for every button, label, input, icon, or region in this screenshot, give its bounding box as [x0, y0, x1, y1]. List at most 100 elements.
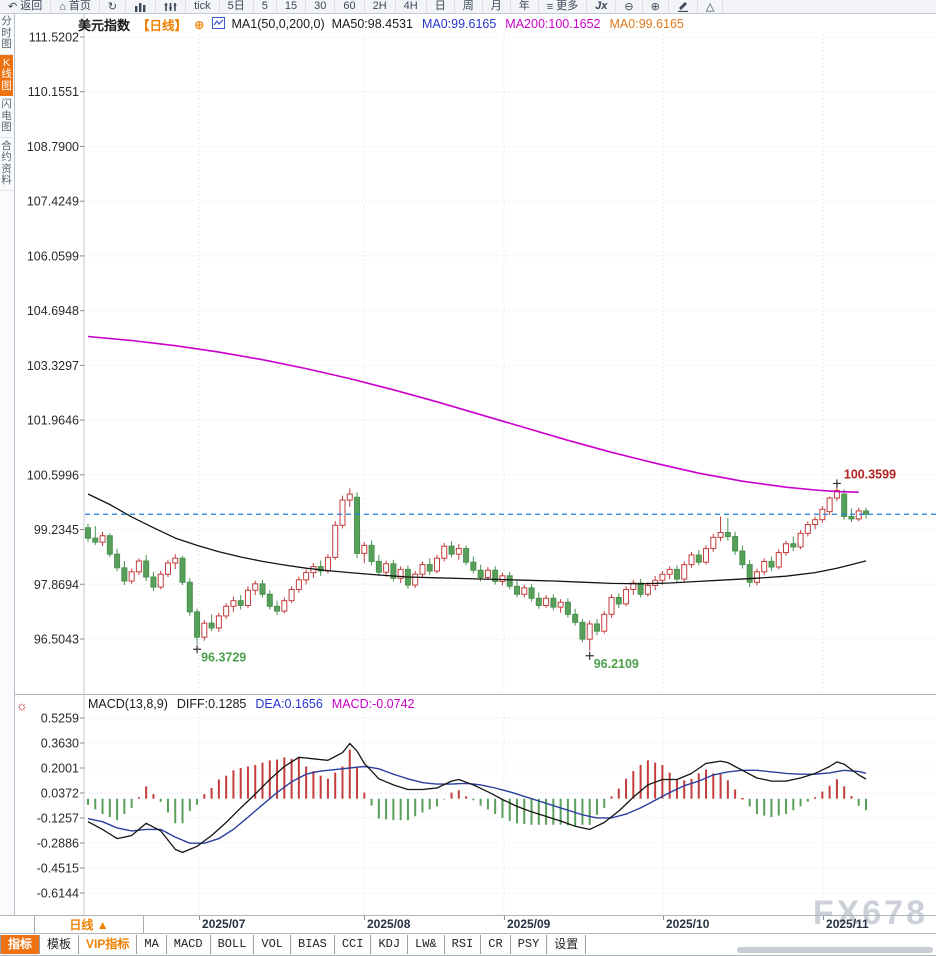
ma-value-2: MA200:100.1652 [505, 17, 601, 31]
tick-label: tick [194, 0, 211, 12]
triangle-icon: △ [705, 1, 715, 13]
period-selector[interactable]: 日线 ▲ [34, 916, 144, 934]
ma-value-3: MA0:99.6165 [609, 17, 684, 31]
candle [194, 611, 201, 638]
macd-chart[interactable]: 0.5259 0.3630 0.2001 0.0372 -0.1257 -0.2886 -0… [0, 695, 936, 915]
price-axis-label: 96.5043 [34, 633, 79, 647]
candle [266, 593, 273, 607]
price-axis-label: 110.1551 [28, 85, 79, 99]
tick-button[interactable]: tick [186, 0, 220, 13]
price-annotation: 96.2109 [594, 657, 639, 671]
m30-button[interactable]: 30 [306, 0, 336, 13]
ma-value-0: MA50:98.4531 [331, 17, 413, 31]
h4-button[interactable]: 4H [396, 0, 427, 13]
candle [157, 573, 164, 588]
5d-button[interactable]: 5日 [220, 0, 254, 13]
tab-macd[interactable]: MACD [166, 935, 211, 954]
x-axis-label: 2025/09 [506, 917, 551, 931]
home-button[interactable]: ⌂ 首页 [51, 0, 100, 13]
chart-info-bar: 美元指数 【日线】 ⊕ MA1(50,0,200,0) MA50:98.4531… [78, 16, 693, 33]
candle [230, 600, 237, 607]
sidebar-item-time-chart[interactable]: 分 时 图 [0, 13, 13, 55]
day-label: 日 [434, 0, 446, 12]
tab-vol[interactable]: VOL [254, 935, 292, 954]
x-tick-mark [503, 916, 505, 920]
m60-button[interactable]: 60 [335, 0, 365, 13]
candle [761, 560, 768, 573]
h4-label: 4H [403, 0, 418, 12]
tab-lw[interactable]: LW& [408, 935, 445, 954]
scrollbar-thumb[interactable] [737, 947, 933, 953]
back-button[interactable]: ↶ 返回 [0, 0, 52, 13]
top-toolbar: ↶ 返回 ⌂ 首页 ↻ tick 5日 5 15 30 60 2H 4H 日周月年 ≡ 更多 Jx ⊖ ⊕ △ [0, 0, 936, 14]
more-label: 更多 [556, 0, 579, 12]
candle [724, 532, 731, 538]
sidebar-item-kline-chart[interactable]: K 线 图 [0, 54, 13, 96]
macd-value-0: DIFF:0.1285 [176, 697, 247, 711]
price-axis-label: 100.5996 [27, 468, 79, 482]
week-button[interactable]: 周 [455, 0, 483, 13]
candle [550, 597, 557, 608]
x-axis-label: 2025/10 [665, 917, 710, 931]
tab-settings[interactable]: 设置 [547, 935, 587, 954]
candle [201, 622, 208, 638]
candle [324, 556, 331, 572]
year-button[interactable]: 年 [511, 0, 539, 13]
more-button[interactable]: ≡ 更多 [539, 0, 588, 13]
tab-kdj[interactable]: KDJ [371, 935, 409, 954]
h2-button[interactable]: 2H [365, 0, 396, 13]
candle [710, 536, 717, 550]
bar-chart-button[interactable] [126, 0, 157, 13]
tab-psy[interactable]: PSY [510, 935, 548, 954]
price-axis-label: 106.0599 [27, 249, 79, 263]
tab-cci[interactable]: CCI [334, 935, 372, 954]
candle [390, 563, 397, 579]
tab-cr[interactable]: CR [481, 935, 511, 954]
day-button[interactable]: 日 [427, 0, 455, 13]
candle [172, 557, 179, 564]
candle [383, 563, 390, 573]
price-chart[interactable]: 111.5202 110.1551 108.7900 107.4249 106.0599… [0, 13, 936, 695]
period-tag[interactable]: 【日线】 [137, 18, 188, 33]
candle [288, 588, 295, 602]
tab-boll[interactable]: BOLL [210, 935, 255, 954]
candle [833, 489, 840, 499]
m15-button[interactable]: 15 [277, 0, 307, 13]
m30-label: 30 [314, 0, 327, 12]
sidebar-item-lightning-chart[interactable]: 闪 电 图 [0, 96, 13, 138]
add-indicator-icon[interactable]: ⊕ [194, 17, 205, 32]
candle [499, 575, 506, 582]
m5-label: 5 [261, 0, 268, 12]
macd-info-bar: MACD(13,8,9) DIFF:0.1285 DEA:0.1656 MACD:-… [88, 697, 423, 712]
kline-settings-icon[interactable] [211, 16, 225, 32]
fx-button[interactable]: Jx [587, 0, 617, 13]
refresh-button[interactable]: ↻ [100, 0, 127, 13]
zoom-out-button[interactable]: ⊖ [616, 0, 643, 13]
shape-button[interactable]: △ [698, 0, 724, 13]
candle [601, 613, 608, 632]
candle [623, 588, 630, 605]
candle [412, 573, 419, 586]
m60-label: 60 [343, 0, 356, 12]
draw-button[interactable] [669, 0, 698, 13]
tab-indicator[interactable]: 指标 [0, 935, 41, 954]
zoom-in-button[interactable]: ⊕ [643, 0, 669, 13]
month-button[interactable]: 月 [483, 0, 511, 13]
price-axis-label: 103.3297 [27, 359, 79, 373]
indicator-settings-icon[interactable]: ☼ [16, 698, 28, 713]
candle [179, 557, 186, 583]
tab-template[interactable]: 模板 [40, 935, 80, 954]
candle [259, 583, 266, 595]
tab-rsi[interactable]: RSI [444, 935, 482, 954]
kline-style-button[interactable] [156, 0, 187, 13]
price-axis-label: 99.2345 [34, 523, 79, 537]
candle [317, 566, 324, 572]
tab-vip-indicator[interactable]: VIP指标 [79, 935, 138, 954]
tab-ma[interactable]: MA [137, 935, 167, 954]
refresh-icon: ↻ [107, 1, 118, 13]
candle [739, 550, 746, 566]
tab-bias[interactable]: BIAS [291, 935, 335, 954]
sidebar-item-contract-info[interactable]: 合 约 资 料 [0, 138, 13, 191]
m5-button[interactable]: 5 [254, 0, 277, 13]
candle [339, 499, 346, 526]
